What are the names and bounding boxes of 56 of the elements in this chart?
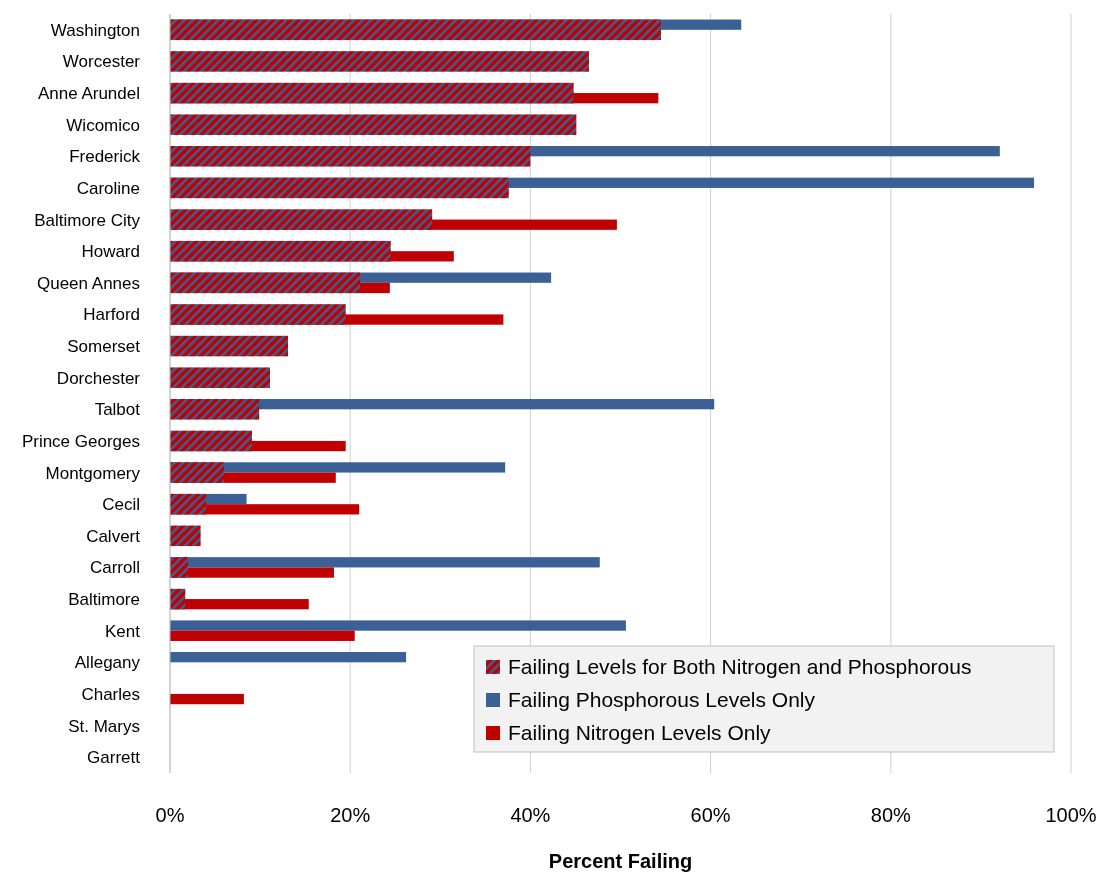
bar	[170, 652, 407, 663]
x-tick-label: 100%	[1045, 804, 1097, 826]
x-axis-title: Percent Failing	[548, 850, 693, 872]
y-tick-label: Garrett	[87, 748, 141, 768]
bar	[170, 620, 626, 631]
y-tick-label: Baltimore City	[34, 210, 141, 230]
bar	[170, 114, 577, 135]
bar	[170, 493, 207, 515]
bar	[170, 209, 433, 230]
y-tick-label: Wicomico	[66, 115, 140, 135]
y-tick-label: Baltimore	[68, 590, 140, 610]
bar	[170, 430, 252, 452]
bar	[170, 367, 271, 388]
x-tick-label: 60%	[690, 804, 731, 826]
bar	[170, 525, 201, 547]
y-tick-label: Prince Georges	[21, 431, 140, 451]
y-tick-label: Montgomery	[45, 463, 141, 483]
y-tick-label: Caroline	[76, 178, 140, 198]
bar	[170, 240, 391, 262]
x-tick-label: 20%	[330, 804, 371, 826]
x-tick-label: 80%	[870, 804, 912, 826]
y-tick-label: Talbot	[94, 400, 141, 420]
y-tick-label: Allegany	[74, 653, 141, 673]
bar	[170, 272, 361, 294]
legend-label: Failing Nitrogen Levels Only	[508, 721, 772, 745]
bar	[170, 399, 260, 420]
y-tick-label: Queen Annes	[36, 273, 140, 293]
y-tick-label: Howard	[81, 242, 140, 262]
bar	[170, 557, 189, 578]
bar	[170, 82, 574, 104]
bar	[170, 146, 531, 167]
y-tick-label: Charles	[81, 684, 140, 704]
bar	[170, 19, 662, 41]
y-tick-label: Harford	[83, 305, 140, 325]
bar	[170, 304, 346, 325]
y-tick-label: Dorchester	[56, 368, 141, 388]
legend-label: Failing Phosphorous Levels Only	[508, 688, 816, 712]
y-tick-label: Calvert	[86, 526, 141, 546]
y-tick-label: Kent	[105, 621, 141, 641]
y-tick-label: Anne Arundel	[37, 84, 140, 104]
bar	[170, 462, 225, 483]
bar	[170, 177, 509, 199]
y-tick-label: Worcester	[62, 52, 141, 72]
y-tick-label: Frederick	[69, 147, 141, 167]
y-tick-label: Washington	[50, 20, 140, 40]
y-tick-label: Carroll	[89, 558, 140, 578]
x-tick-label: 0%	[155, 804, 185, 826]
bar	[170, 693, 244, 705]
x-tick-label: 40%	[510, 804, 551, 826]
y-tick-label: Cecil	[102, 495, 140, 515]
legend-label: Failing Levels for Both Nitrogen and Phosphorous	[508, 655, 972, 679]
y-tick-label: Somerset	[67, 337, 141, 357]
bar	[170, 335, 289, 357]
bar	[170, 51, 589, 72]
bar	[170, 630, 355, 641]
y-tick-label: St. Marys	[68, 716, 140, 736]
